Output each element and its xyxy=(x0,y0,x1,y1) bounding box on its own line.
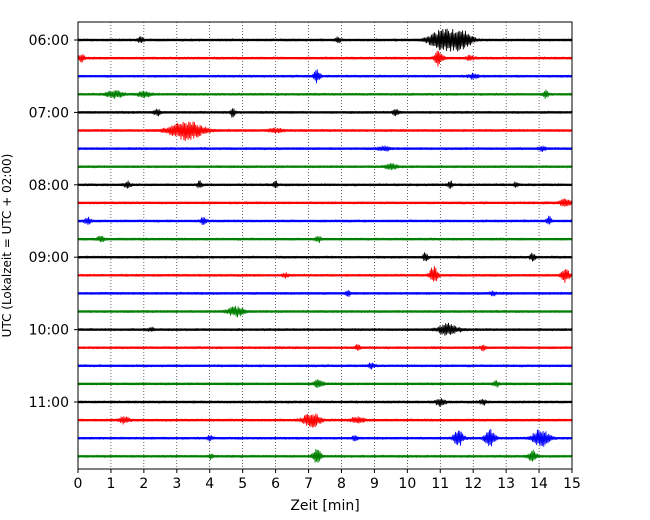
x-tick-label: 4 xyxy=(205,476,214,492)
y-axis-ticks: 06:00 07:00 08:00 09:00 10:00 11:00 xyxy=(29,33,78,411)
x-tick-label: 2 xyxy=(139,476,148,492)
y-tick-label: 10:00 xyxy=(29,323,69,339)
x-tick-label: 6 xyxy=(271,476,280,492)
x-axis-label: Zeit [min] xyxy=(290,498,359,514)
y-tick-label: 06:00 xyxy=(29,33,69,49)
y-tick-label: 07:00 xyxy=(29,105,69,121)
x-tick-label: 7 xyxy=(304,476,313,492)
x-tick-label: 0 xyxy=(74,476,83,492)
seismogram-traces xyxy=(77,28,573,463)
y-axis-label: UTC (Lokalzeit = UTC + 02:00) xyxy=(0,154,14,338)
y-tick-label: 09:00 xyxy=(29,250,69,266)
x-tick-label: 11 xyxy=(431,476,449,492)
x-tick-label: 3 xyxy=(172,476,181,492)
x-tick-label: 5 xyxy=(238,476,247,492)
y-tick-label: 11:00 xyxy=(29,395,69,411)
x-tick-label: 9 xyxy=(370,476,379,492)
plot-frame xyxy=(77,21,573,470)
vertical-grid xyxy=(110,22,540,469)
x-tick-label: 15 xyxy=(563,476,581,492)
y-tick-label: 08:00 xyxy=(29,178,69,194)
x-axis-ticks: 0 1 2 3 4 5 6 7 8 9 10 11 12 13 14 15 xyxy=(74,469,581,492)
x-tick-label: 14 xyxy=(530,476,548,492)
x-tick-label: 10 xyxy=(398,476,416,492)
x-tick-label: 1 xyxy=(106,476,115,492)
x-tick-label: 12 xyxy=(464,476,482,492)
x-tick-label: 13 xyxy=(497,476,515,492)
x-tick-label: 8 xyxy=(337,476,346,492)
